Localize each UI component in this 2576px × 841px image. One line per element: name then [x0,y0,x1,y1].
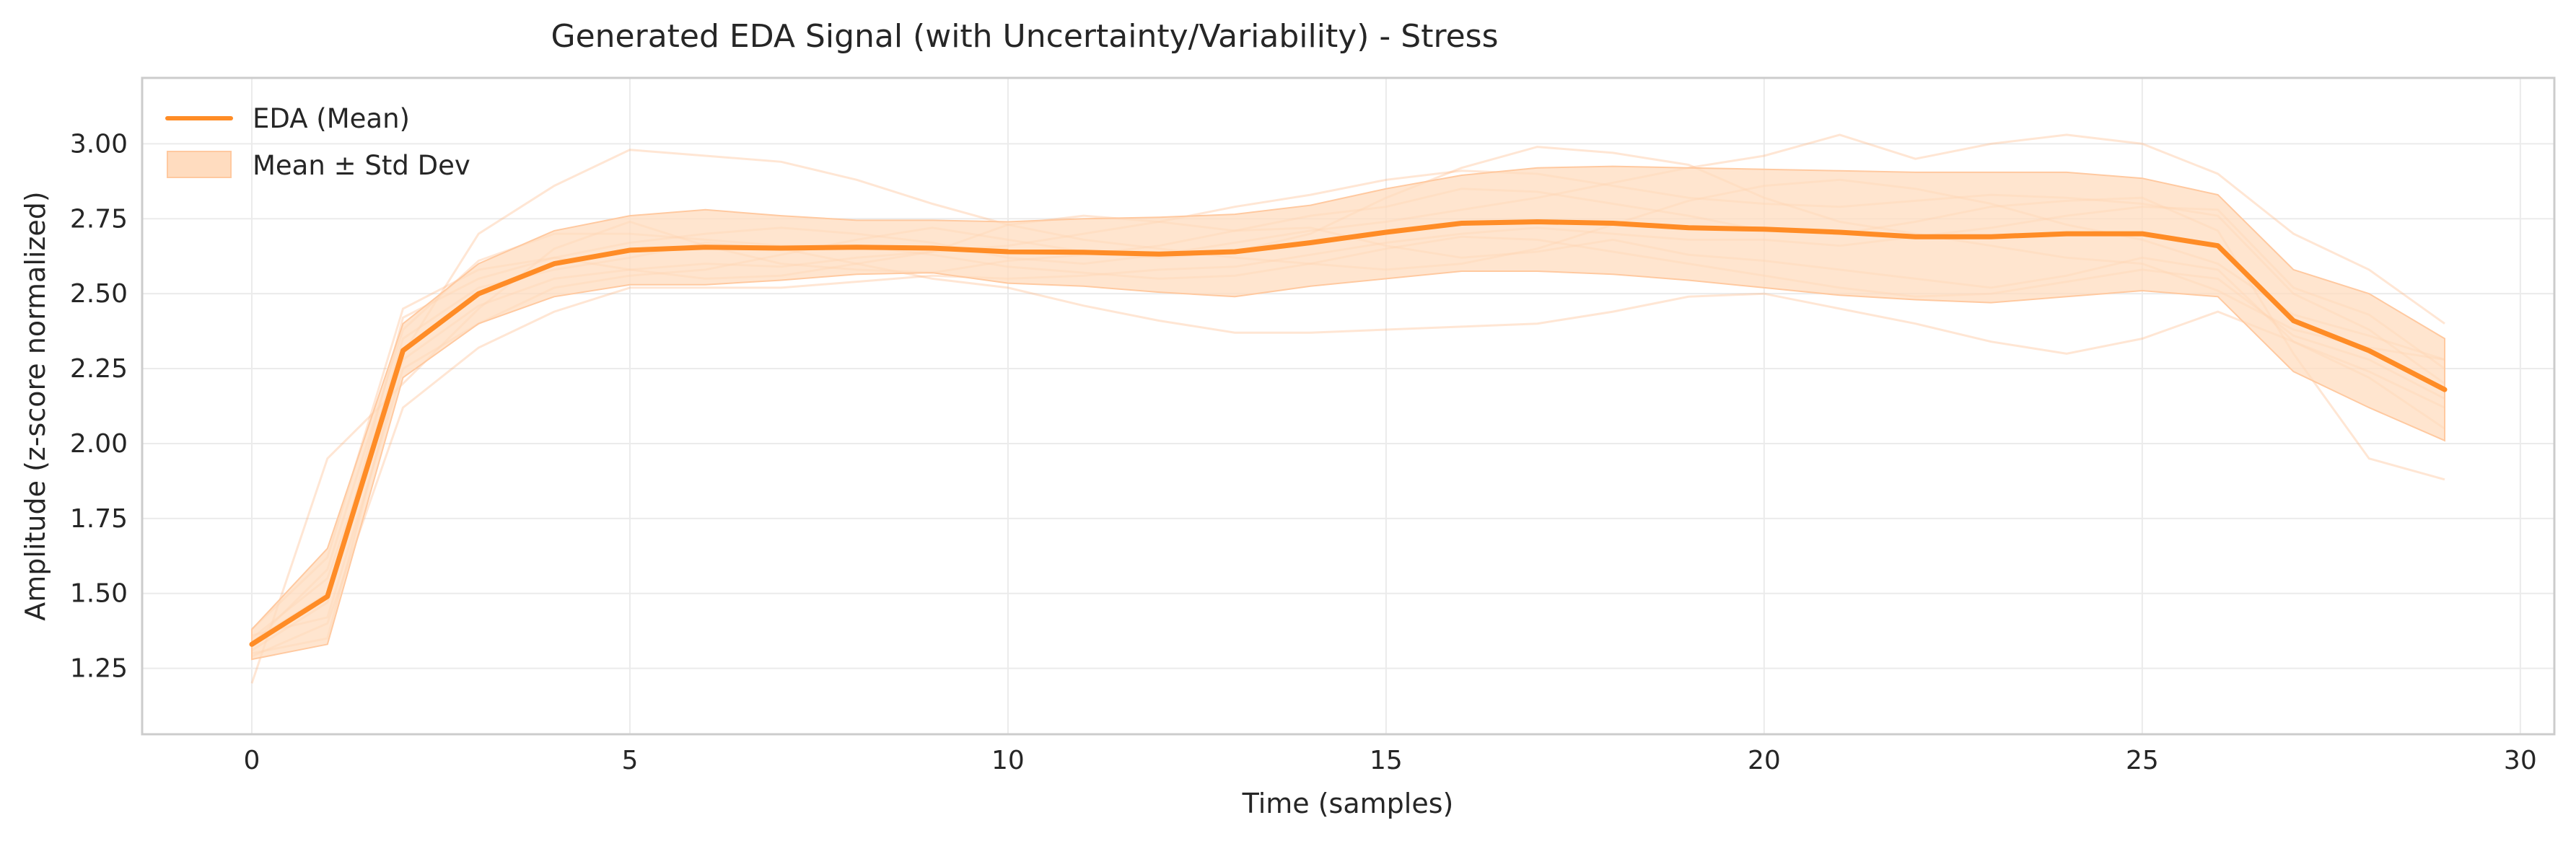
legend-band-swatch [167,151,232,178]
y-tick-label: 1.25 [70,654,128,684]
x-tick-label: 0 [244,746,260,775]
std-dev-band [251,165,2445,661]
legend-band-label: Mean ± Std Dev [253,150,470,181]
y-tick-label: 1.75 [70,504,128,534]
x-tick-label: 25 [2126,746,2159,775]
y-tick-label: 2.50 [70,279,128,309]
legend: EDA (Mean) Mean ± Std Dev [165,103,470,181]
x-tick-label: 15 [1370,746,1403,775]
chart-title: Generated EDA Signal (with Uncertainty/V… [551,18,1499,55]
y-tick-label: 2.00 [70,429,128,459]
y-tick-label: 1.50 [70,579,128,609]
x-tick-labels: 0 5 10 15 20 25 30 [244,746,2537,775]
legend-mean-label: EDA (Mean) [253,103,410,134]
y-axis-label: Amplitude (z-score normalized) [19,191,51,620]
x-tick-label: 10 [991,746,1025,775]
mean-line [249,219,2448,647]
y-tick-label: 2.75 [70,204,128,234]
y-tick-label: 2.25 [70,354,128,384]
std-dev-band-area [251,165,2445,661]
y-tick-labels: 1.25 1.50 1.75 2.00 2.25 2.50 2.75 3.00 [70,129,128,683]
x-tick-label: 20 [1748,746,1781,775]
mean-line-path [249,219,2448,647]
x-tick-label: 30 [2504,746,2537,775]
plot-frame [141,76,2556,736]
x-axis-label: Time (samples) [1242,788,1454,819]
y-tick-label: 3.00 [70,129,128,159]
x-tick-label: 5 [621,746,638,775]
